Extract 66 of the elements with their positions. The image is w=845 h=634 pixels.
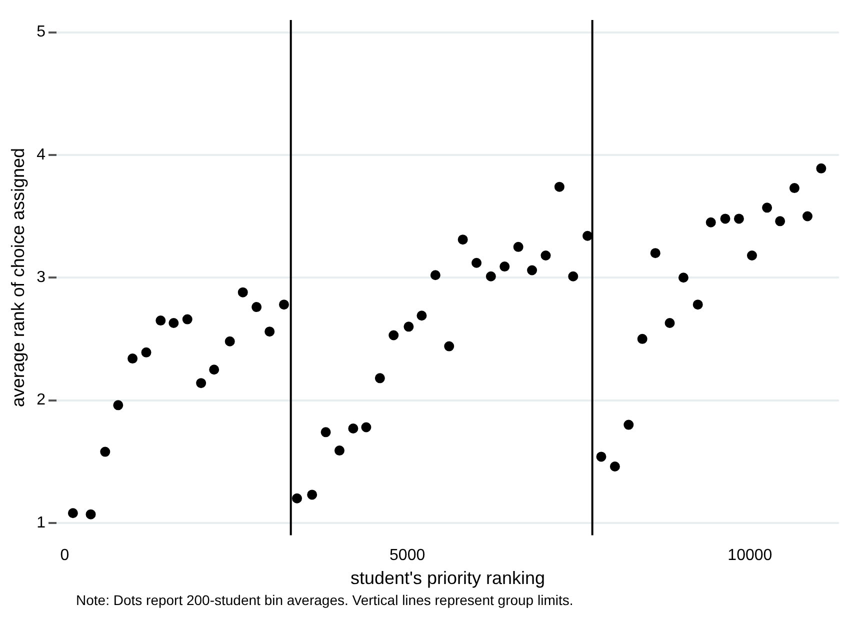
point [209,364,220,375]
y-tick-label: 3 [36,269,46,286]
y-tick-label: 1 [36,514,46,532]
point [486,271,496,282]
x-tick-label: 10000 [728,547,772,564]
point [789,183,800,194]
point [252,302,262,312]
point [582,230,593,241]
point [348,423,358,434]
x-tick-label: 5000 [390,547,426,564]
y-tick-label: 2 [36,392,46,409]
point [404,322,414,332]
point [706,217,716,228]
point [416,310,427,321]
point [610,462,620,472]
x-tick-label: 0 [60,547,70,564]
point [596,452,606,462]
point [141,347,152,358]
point [388,330,399,340]
point [224,336,235,346]
point [68,508,78,518]
point [238,287,248,298]
point [720,214,730,224]
point [430,270,440,280]
point [156,316,166,326]
point [678,272,688,283]
point [168,318,179,328]
point [320,427,331,438]
point [307,490,318,500]
point [278,300,289,310]
point [568,271,578,282]
point [500,262,510,272]
point [444,341,454,352]
point [513,242,524,252]
point [816,163,826,174]
point [802,211,812,222]
point [128,354,138,364]
y-tick-label: 4 [36,146,46,164]
point [650,248,660,258]
point [113,400,124,410]
y-axis-title: average rank of choice assigned [8,148,28,408]
point [624,420,634,430]
x-axis-title: student's priority ranking [350,568,546,588]
point [472,258,482,268]
point [540,250,551,261]
point [292,493,302,504]
y-tick-label: 5 [36,24,46,41]
point [196,378,206,388]
point [100,446,110,457]
point [775,216,786,226]
point [374,373,385,384]
point [334,446,344,456]
point [746,250,757,261]
point [692,300,703,310]
point [182,314,192,324]
point [264,326,275,337]
point [762,202,772,213]
point [734,214,744,224]
text: Note: Dots report 200-student bin averages. Vertical lines represent group limits. [76,592,574,608]
point [527,265,538,276]
point [361,422,372,432]
point [664,318,675,328]
point [637,334,648,344]
point [554,182,564,192]
point [86,509,96,520]
point [458,234,468,245]
